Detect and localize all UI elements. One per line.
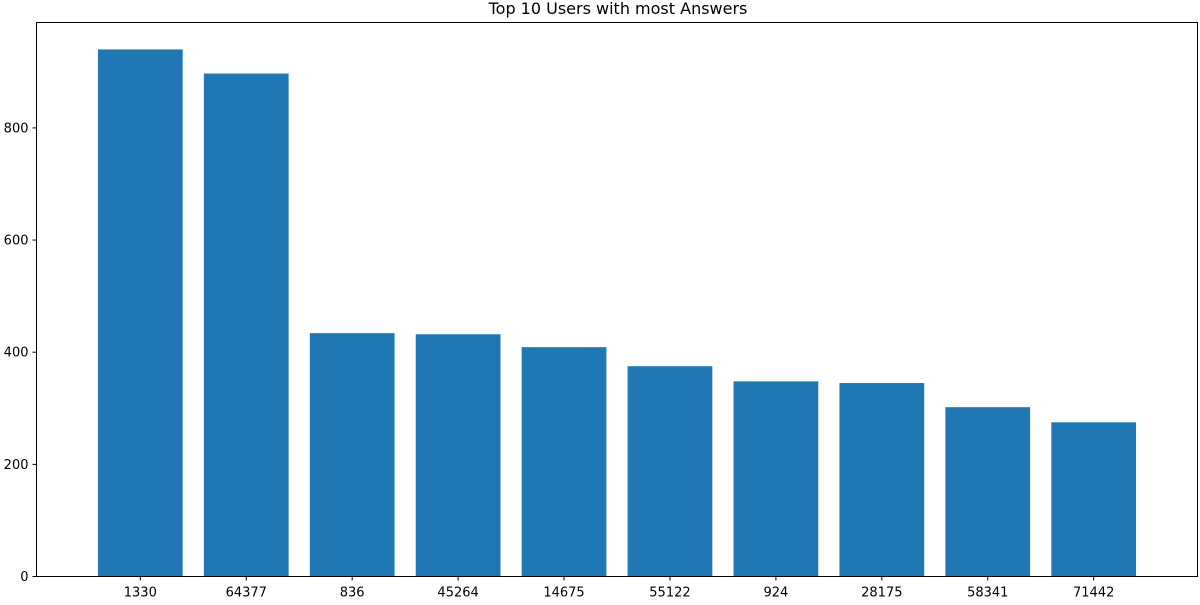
y-tick-label: 600 [4, 234, 29, 249]
x-tick-label: 14675 [543, 586, 584, 601]
x-tick-label: 28175 [861, 586, 902, 601]
bar-1330 [97, 49, 183, 577]
x-axis: 1330 64377 836 45264 14675 55122 924 28175 58341… [124, 576, 1114, 601]
bar-836 [309, 333, 395, 577]
x-tick-label: 71442 [1073, 586, 1114, 601]
y-tick-label: 200 [4, 458, 29, 473]
bar-55122 [627, 366, 713, 577]
x-tick-label: 55122 [649, 586, 690, 601]
bars-group [97, 49, 1137, 577]
x-tick-label: 58341 [967, 586, 1008, 601]
bar-28175 [839, 383, 925, 577]
bar-64377 [203, 73, 289, 577]
y-tick-label: 800 [4, 121, 29, 136]
bar-45264 [415, 334, 501, 577]
bar-71442 [1051, 422, 1137, 577]
x-tick-label: 836 [340, 586, 365, 601]
bar-924 [733, 381, 819, 577]
y-tick-label: 0 [20, 570, 28, 585]
x-tick-label: 1330 [124, 586, 157, 601]
plot-frame [36, 22, 1198, 577]
x-tick-label: 924 [763, 586, 788, 601]
y-axis: 0 200 400 600 800 [4, 121, 37, 585]
x-tick-label: 45264 [437, 586, 478, 601]
bar-58341 [945, 407, 1031, 577]
x-tick-label: 64377 [226, 586, 267, 601]
chart-title: Top 10 Users with most Answers [488, 0, 748, 18]
bar-14675 [521, 347, 607, 577]
y-tick-label: 400 [4, 346, 29, 361]
